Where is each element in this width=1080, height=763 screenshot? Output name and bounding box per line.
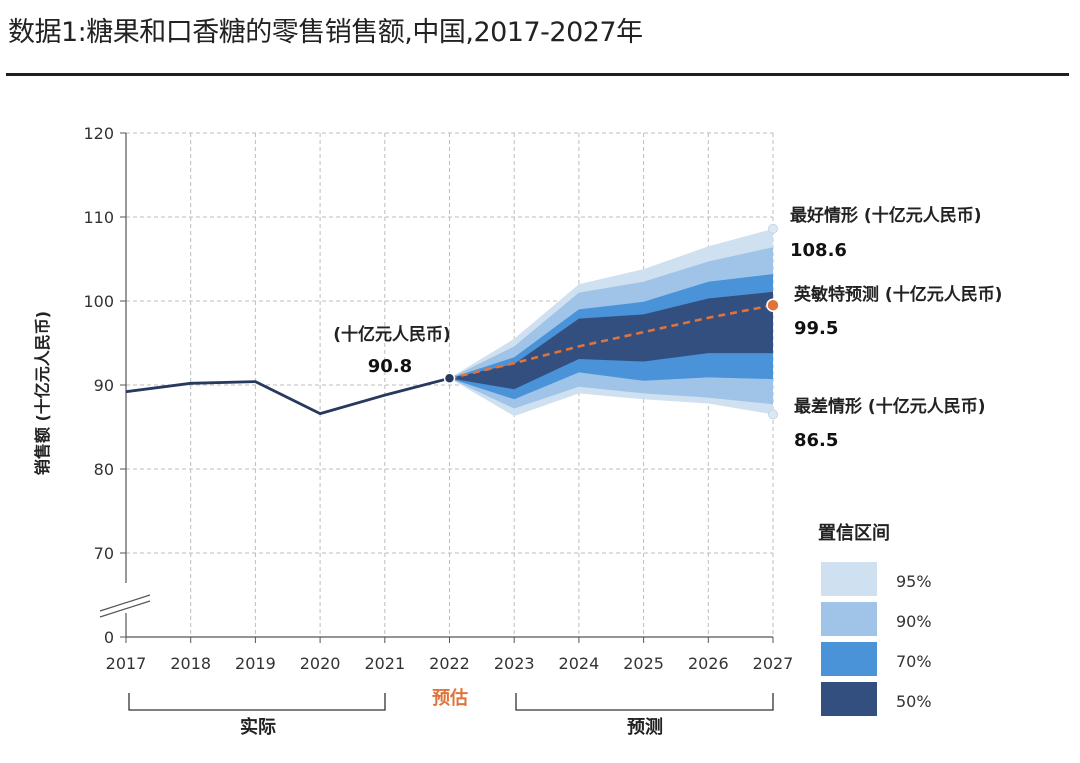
legend-swatch: [821, 562, 877, 596]
current-value: 90.8: [368, 356, 412, 377]
page-title: 数据1:糖果和口香糖的零售销售额,中国,2017-2027年: [8, 17, 643, 48]
forecast-label: 英敏特预测 (十亿元人民币): [794, 284, 1002, 305]
period-estimate-label: 预估: [432, 687, 468, 709]
worst-case-point: [768, 409, 778, 420]
y-tick-label: 90: [94, 376, 114, 395]
forecast-bracket: [515, 693, 774, 711]
worst-case-label: 最差情形 (十亿元人民币): [794, 396, 985, 417]
forecast-value: 99.5: [794, 318, 838, 339]
best-case-point: [768, 223, 778, 234]
best-case-value: 108.6: [790, 240, 847, 261]
best-case-label: 最好情形 (十亿元人民币): [790, 205, 981, 226]
legend-label: 90%: [896, 612, 932, 631]
period-forecast-label: 预测: [627, 716, 663, 738]
actual-sales-line: [125, 376, 450, 416]
title-divider: [6, 73, 1069, 76]
y-axis-label: 销售额 (十亿元人民币): [33, 311, 52, 475]
confidence-bands: [449, 228, 773, 417]
y-tick-label: 0: [104, 628, 114, 647]
current-value-point: [443, 372, 456, 385]
y-tick-label: 120: [83, 124, 114, 143]
x-tick-label: 2020: [300, 654, 341, 673]
current-value-label: (十亿元人民币): [333, 324, 451, 345]
x-tick-label: 2019: [235, 654, 276, 673]
legend-label: 95%: [896, 572, 932, 591]
legend-title: 置信区间: [818, 522, 890, 544]
x-tick-label: 2024: [559, 654, 600, 673]
x-tick-label: 2021: [364, 654, 405, 673]
axes: 0 70 80 90 100 110 120 2017 2018 2019 2020 2021 2022…: [83, 124, 793, 673]
y-tick-label: 70: [94, 544, 114, 563]
x-tick-label: 2018: [170, 654, 211, 673]
period-brackets: [128, 693, 774, 711]
confidence-band-50: [449, 291, 773, 390]
series-lines: [125, 223, 780, 420]
worst-case-value: 86.5: [794, 430, 838, 451]
legend: 95% 90% 70% 50%: [821, 562, 932, 716]
x-tick-label: 2022: [429, 654, 470, 673]
x-tick-label: 2027: [753, 654, 794, 673]
actual-bracket: [128, 693, 386, 711]
y-tick-label: 110: [83, 208, 114, 227]
x-tick-label: 2017: [106, 654, 147, 673]
x-tick-label: 2026: [688, 654, 729, 673]
x-tick-label: 2023: [494, 654, 535, 673]
legend-swatch: [821, 682, 877, 716]
legend-swatch: [821, 602, 877, 636]
y-tick-label: 80: [94, 460, 114, 479]
period-actual-label: 实际: [240, 716, 276, 738]
forecast-line: [449, 303, 774, 380]
legend-swatch: [821, 642, 877, 676]
legend-label: 70%: [896, 652, 932, 671]
y-tick-label: 100: [83, 292, 114, 311]
forecast-end-point: [766, 298, 780, 312]
x-tick-label: 2025: [623, 654, 664, 673]
legend-label: 50%: [896, 692, 932, 711]
axis-break-icon: [99, 594, 151, 618]
